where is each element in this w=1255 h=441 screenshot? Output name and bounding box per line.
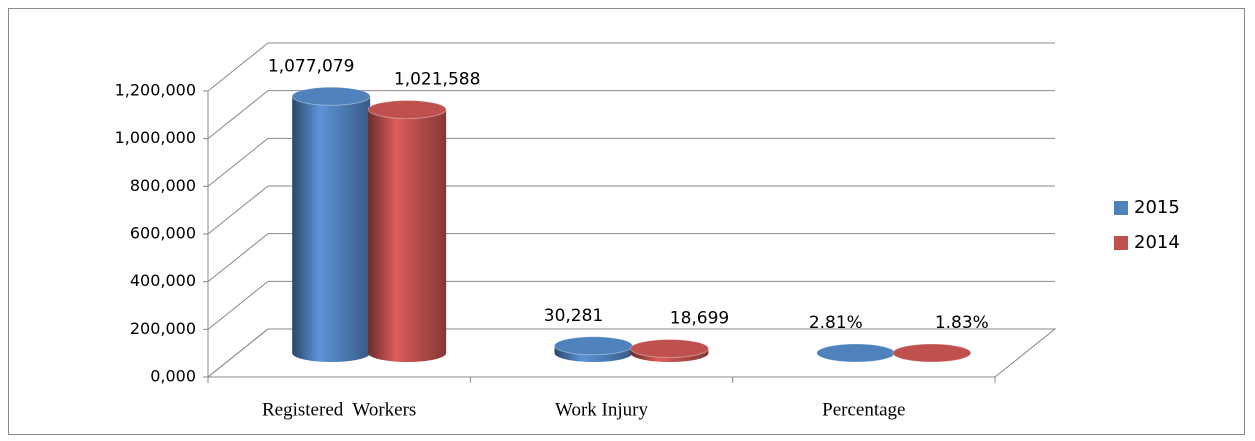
y-tick-label: 1,000,000	[115, 128, 196, 147]
y-tick-label: 0,000	[150, 367, 196, 386]
y-tick-label: 1,200,000	[115, 81, 196, 100]
chart-border	[8, 8, 1245, 435]
legend-swatch	[1114, 201, 1128, 215]
grid-line-side	[207, 90, 269, 140]
bar	[630, 339, 709, 362]
legend-label: 2014	[1134, 232, 1180, 253]
grid-line-side	[207, 42, 269, 92]
bar	[554, 336, 633, 362]
legend-swatch	[1114, 236, 1128, 250]
grid-line-side	[207, 233, 269, 283]
value-label: 2.81%	[809, 313, 863, 333]
bar	[291, 86, 371, 362]
grid-line-side	[207, 328, 269, 378]
y-tick-label: 600,000	[130, 224, 196, 243]
value-label: 18,699	[670, 309, 729, 329]
grid-line-side	[207, 280, 269, 330]
value-label: 1,021,588	[394, 70, 481, 90]
x-tick-label: Registered Workers	[262, 399, 416, 420]
value-label: 1,077,079	[268, 56, 355, 76]
y-tick-label: 400,000	[130, 271, 196, 290]
bar	[367, 100, 447, 362]
value-label: 30,281	[544, 306, 603, 326]
legend-label: 2015	[1134, 197, 1180, 218]
grid-line-side	[207, 137, 269, 187]
bar	[892, 343, 972, 363]
x-tick-label: Percentage	[822, 399, 905, 420]
y-tick-label: 800,000	[130, 176, 196, 195]
value-label: 1.83%	[935, 313, 989, 333]
grid-line-side	[207, 185, 269, 235]
bar	[816, 343, 896, 363]
x-tick-label: Work Injury	[555, 399, 648, 420]
y-tick-label: 200,000	[130, 319, 196, 338]
